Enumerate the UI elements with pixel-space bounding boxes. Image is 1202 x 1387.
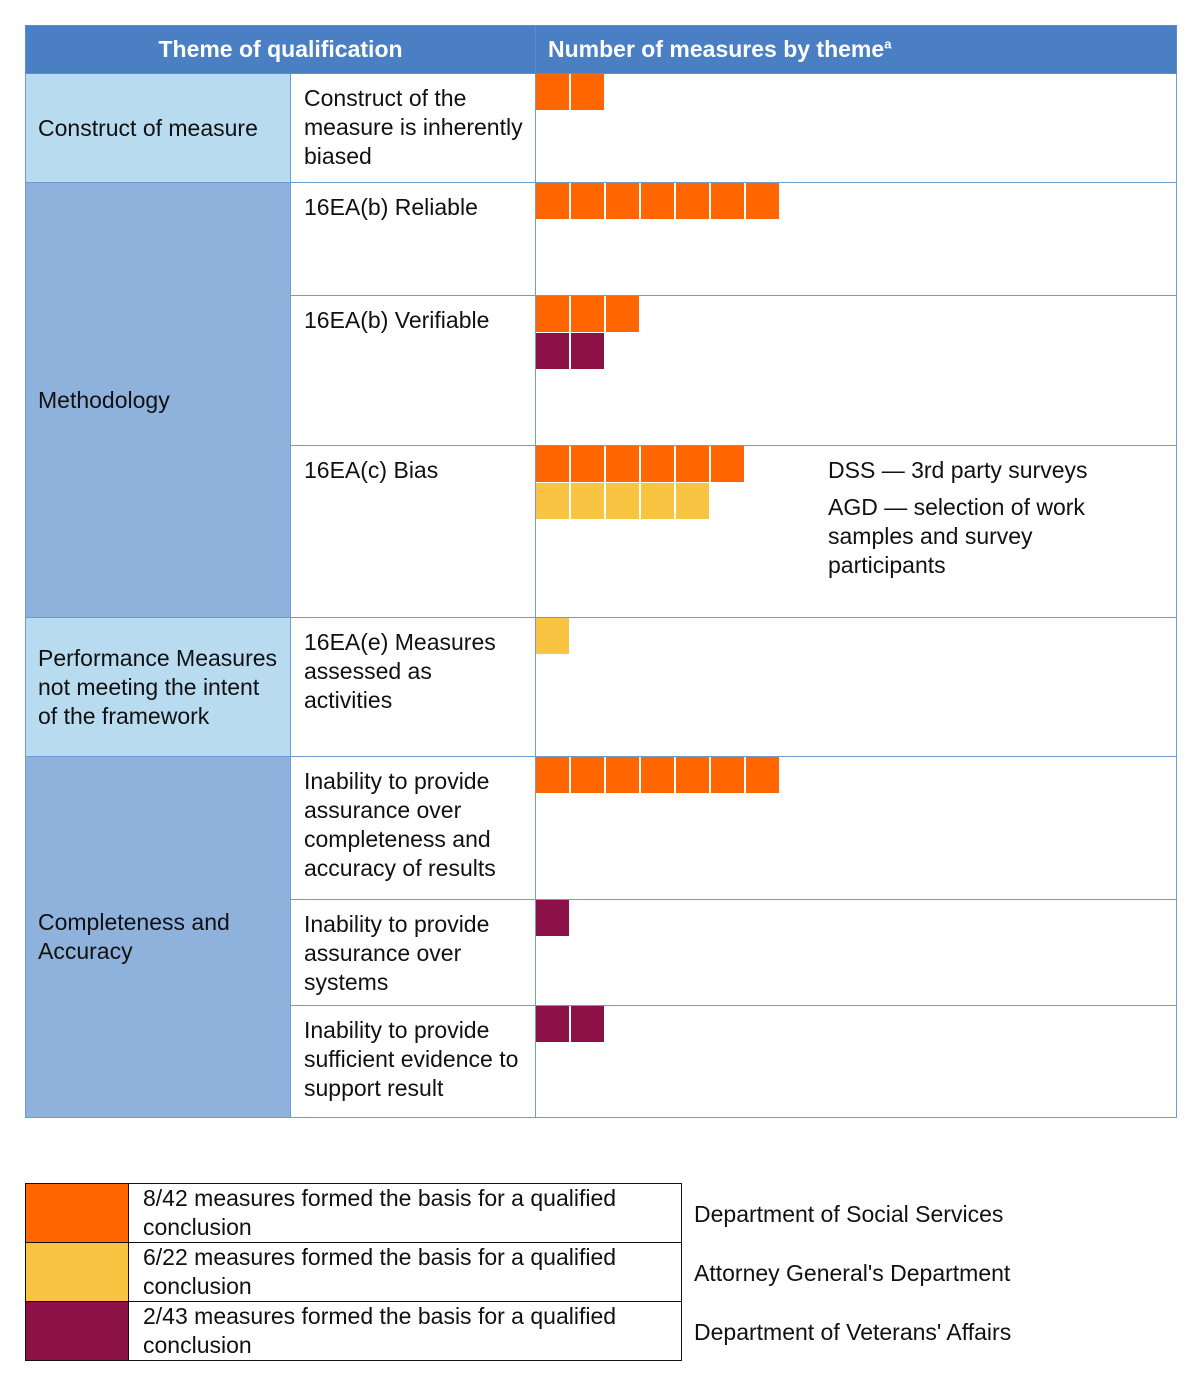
bar-cell: DSS — 3rd party surveys AGD — selection … (535, 445, 1178, 618)
table-row: 16EA(c) Bias DSS — 3rd party surveys AGD… (26, 445, 1178, 618)
measure-square-dss (536, 296, 570, 332)
legend-row: 8/42 measures formed the basis for a qua… (25, 1183, 682, 1243)
table-row: Methodology 16EA(b) Reliable (25, 182, 1178, 618)
measure-square-dss (606, 757, 640, 793)
bar-series-dss (536, 446, 1176, 482)
theme-cell: Performance Measures not meeting the int… (25, 617, 291, 757)
bar-series-agd (536, 618, 1176, 654)
legend-departments: Department of Social Services Attorney G… (694, 1183, 1011, 1360)
theme-cell: Methodology (25, 182, 291, 618)
bar-series-agd (536, 483, 1176, 519)
legend-text: 8/42 measures formed the basis for a qua… (128, 1183, 682, 1243)
bar-series-dss (536, 74, 1176, 110)
measure-square-dss (536, 183, 570, 219)
measure-square-dss (606, 183, 640, 219)
measure-square-dss (536, 757, 570, 793)
measure-square-dss (606, 446, 640, 482)
bar-series-dva (536, 1006, 1176, 1042)
table-row: Inability to provide sufficient evidence… (26, 1005, 1178, 1118)
legend: 8/42 measures formed the basis for a qua… (25, 1183, 682, 1361)
bar-series-dva (536, 333, 1176, 369)
measure-square-agd (571, 483, 605, 519)
measure-square-dss (571, 183, 605, 219)
bar-series-dss (536, 296, 1176, 332)
measure-square-dss (571, 446, 605, 482)
header-row: Theme of qualification Number of measure… (24, 25, 1178, 74)
measure-square-dss (711, 446, 745, 482)
table-row: Construct of measure Construct of the me… (25, 73, 1178, 183)
measure-square-dss (746, 183, 780, 219)
measure-square-agd (536, 618, 570, 654)
measure-square-agd (641, 483, 675, 519)
measure-square-agd (536, 483, 570, 519)
subtheme-cell: 16EA(c) Bias (289, 445, 537, 618)
measure-square-dss (676, 446, 710, 482)
department-label: Department of Veterans' Affairs (694, 1319, 1012, 1345)
legend-text: 2/43 measures formed the basis for a qua… (128, 1301, 682, 1361)
qualification-table: Theme of qualification Number of measure… (24, 25, 1178, 1118)
legend-text: 6/22 measures formed the basis for a qua… (128, 1242, 682, 1302)
measure-square-dss (676, 183, 710, 219)
bar-cell (535, 617, 1178, 757)
measure-square-dva (536, 900, 570, 936)
bar-cell (535, 1005, 1178, 1118)
measure-square-dss (571, 757, 605, 793)
bar-cell (535, 73, 1178, 183)
bar-cell (535, 295, 1178, 446)
subtheme-cell: 16EA(e) Measures assessed as activities (289, 617, 537, 757)
bar-cell (535, 182, 1178, 296)
subtheme-cell: Inability to provide assurance over comp… (289, 756, 537, 900)
subtheme-cell: 16EA(b) Verifiable (289, 295, 537, 446)
measure-square-dss (606, 296, 640, 332)
legend-swatch-agd (25, 1242, 129, 1302)
measure-square-agd (676, 483, 710, 519)
theme-cell: Completeness and Accuracy (25, 756, 291, 1118)
measure-square-dss (536, 74, 570, 110)
measure-square-dss (571, 74, 605, 110)
measure-square-dva (571, 1006, 605, 1042)
table-row: Performance Measures not meeting the int… (25, 617, 1178, 757)
theme-cell: Construct of measure (25, 73, 291, 183)
bar-cell (535, 756, 1178, 900)
annotation-dss: DSS — 3rd party surveys (828, 457, 1088, 483)
subtheme-cell: Inability to provide assurance over syst… (289, 899, 537, 1006)
measure-square-dva (571, 333, 605, 369)
department-label: Department of Social Services (694, 1201, 1004, 1227)
measures-column-header: Number of measures by themea (535, 25, 1178, 74)
measure-square-dss (536, 446, 570, 482)
legend-row: 2/43 measures formed the basis for a qua… (25, 1301, 682, 1361)
legend-swatch-dss (25, 1183, 129, 1243)
bar-series-dss (536, 183, 1176, 219)
measure-square-dva (536, 333, 570, 369)
legend-swatch-dva (25, 1301, 129, 1361)
measure-square-dss (641, 183, 675, 219)
legend-row: 6/22 measures formed the basis for a qua… (25, 1242, 682, 1302)
measure-square-agd (606, 483, 640, 519)
subtheme-cell: Inability to provide sufficient evidence… (289, 1005, 537, 1118)
annotation-agd: AGD — selection of work samples and surv… (828, 494, 1085, 578)
bias-notes: DSS — 3rd party surveys AGD — selection … (828, 456, 1138, 588)
subtheme-cell: Construct of the measure is inherently b… (289, 73, 537, 183)
bar-series-dva (536, 900, 1176, 936)
measure-square-dss (711, 757, 745, 793)
table-row: 16EA(b) Verifiable (26, 295, 1178, 446)
theme-column-header: Theme of qualification (24, 25, 537, 74)
bar-series-dss (536, 757, 1176, 793)
measure-square-dss (711, 183, 745, 219)
measure-square-dss (641, 757, 675, 793)
table-row: Inability to provide assurance over syst… (26, 899, 1178, 1006)
measure-square-dss (746, 757, 780, 793)
department-label: Attorney General's Department (694, 1260, 1011, 1286)
measure-square-dva (536, 1006, 570, 1042)
bar-cell (535, 899, 1178, 1006)
subtheme-cell: 16EA(b) Reliable (289, 182, 537, 296)
measure-square-dss (571, 296, 605, 332)
measure-square-dss (676, 757, 710, 793)
measure-square-dss (641, 446, 675, 482)
table-row: Completeness and Accuracy Inability to p… (25, 756, 1178, 1118)
